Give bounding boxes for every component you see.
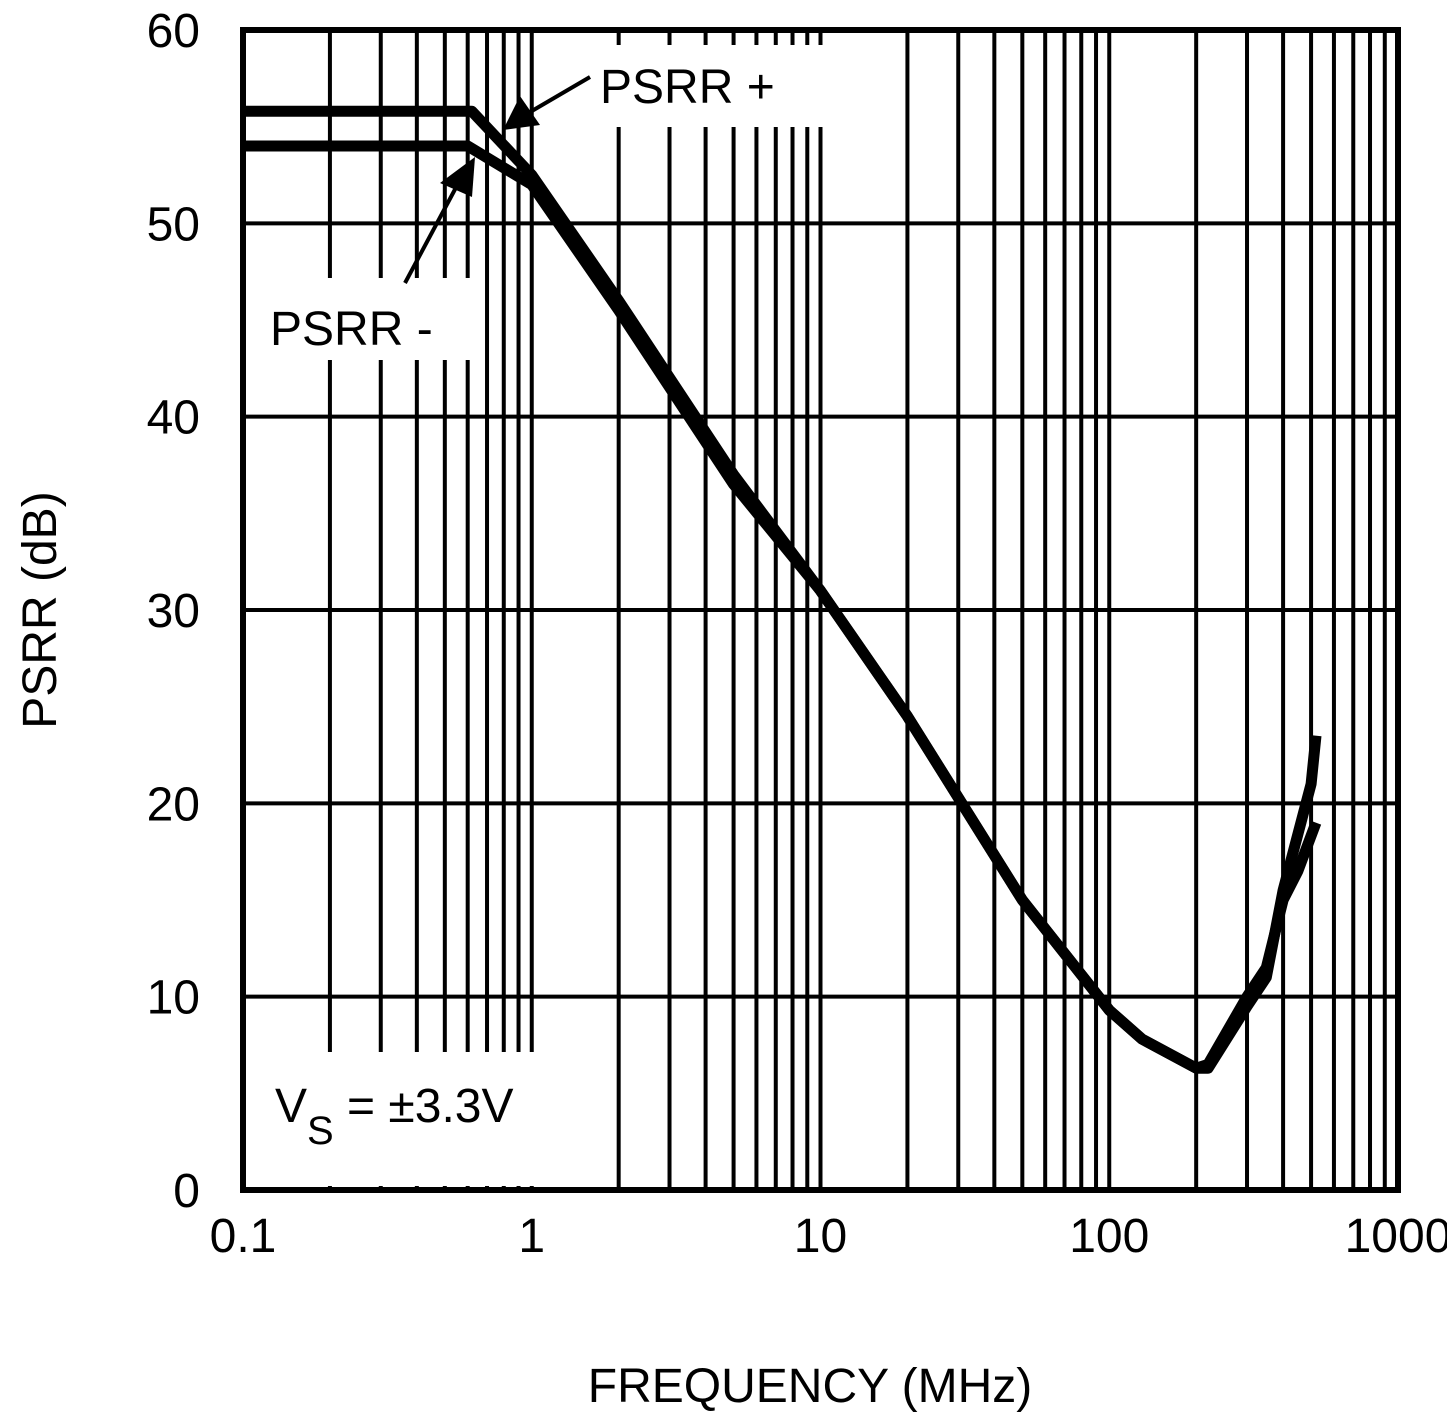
x-tick-label: 10 bbox=[794, 1210, 847, 1263]
y-tick-label: 30 bbox=[147, 585, 200, 638]
psrr-plus-arrow bbox=[503, 75, 592, 130]
x-tick-label: 0.1 bbox=[210, 1210, 277, 1263]
psrr-minus-arrow bbox=[403, 157, 475, 284]
y-tick-label: 40 bbox=[147, 392, 200, 445]
label-psrr-minus: PSRR - bbox=[270, 303, 433, 356]
series-lines bbox=[243, 105, 1322, 1074]
label-masks bbox=[262, 45, 830, 1186]
supply-annotation: VS = ±3.3V bbox=[275, 1080, 514, 1153]
series-line-psrr-plus bbox=[243, 105, 1322, 1074]
tick-labels: 0.1 1 10 100 1000 0 10 20 30 40 50 60 bbox=[147, 5, 1447, 1263]
y-tick-label: 0 bbox=[173, 1165, 200, 1218]
x-axis-label: FREQUENCY (MHz) bbox=[588, 1360, 1032, 1413]
label-psrr-plus: PSRR + bbox=[600, 61, 775, 114]
grid bbox=[243, 28, 1398, 1192]
y-axis-label: PSRR (dB) bbox=[14, 491, 67, 728]
series-line-psrr-minus bbox=[243, 140, 1322, 1074]
y-tick-label: 60 bbox=[147, 5, 200, 58]
y-tick-label: 50 bbox=[147, 198, 200, 251]
y-tick-label: 10 bbox=[147, 972, 200, 1025]
y-tick-label: 20 bbox=[147, 778, 200, 831]
x-tick-label: 1000 bbox=[1345, 1210, 1447, 1263]
x-tick-label: 1 bbox=[518, 1210, 545, 1263]
plot-frame bbox=[240, 27, 1401, 1193]
x-tick-label: 100 bbox=[1069, 1210, 1149, 1263]
